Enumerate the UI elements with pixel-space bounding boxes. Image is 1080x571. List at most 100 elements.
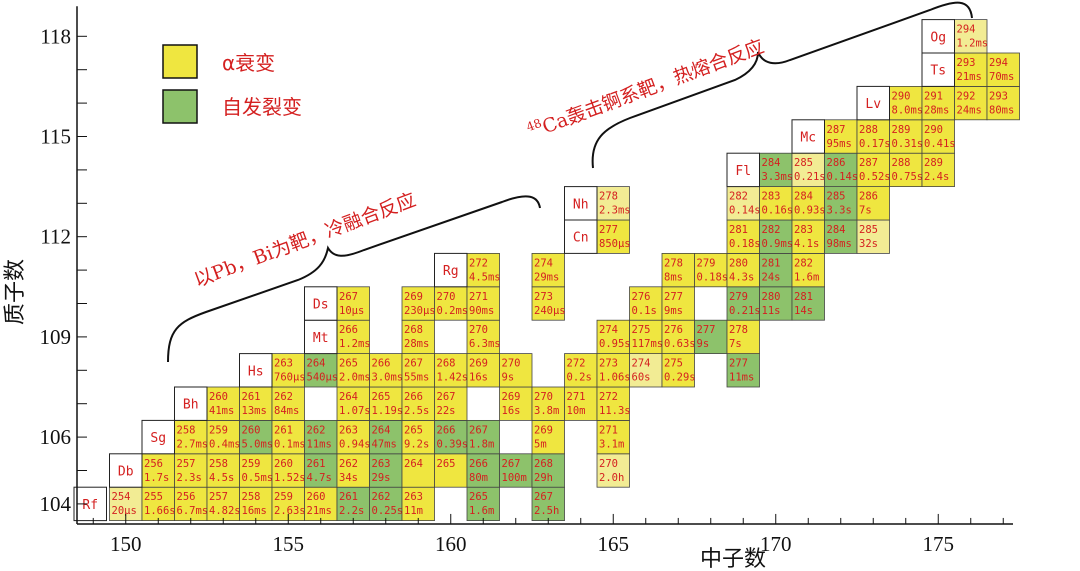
mass-number: 272: [599, 391, 618, 403]
symbol-label: Ts: [930, 64, 946, 79]
nuclide-cell-285-Z113: 285 3.3s: [824, 186, 858, 221]
half-life: 0.94s: [339, 438, 371, 450]
half-life: 80m: [469, 472, 488, 484]
mass-number: 267: [437, 391, 456, 403]
half-life: 29s: [372, 472, 391, 484]
mass-number: 257: [177, 458, 196, 470]
half-life: 2.3s: [177, 472, 202, 484]
half-life: 1.42s: [437, 372, 469, 384]
half-life: 21ms: [957, 71, 982, 83]
half-life: 8.0ms: [892, 104, 924, 116]
nuclide-cell-258-Z105: 258 4.5s: [206, 453, 240, 488]
half-life: 2.2s: [339, 505, 364, 517]
mass-number: 283: [762, 191, 781, 203]
y-tick-label: 104: [40, 492, 72, 516]
mass-number: 263: [339, 424, 358, 436]
half-life: 230μs: [404, 305, 436, 317]
mass-number: 267: [534, 491, 553, 503]
symbol-label: Lv: [865, 97, 881, 112]
nuclide-box: [889, 152, 923, 187]
mass-number: 260: [307, 491, 326, 503]
y-axis-title: 质子数: [3, 259, 28, 325]
nuclide-box: [531, 453, 565, 488]
mass-number: 260: [242, 424, 261, 436]
mass-number: 272: [469, 257, 488, 269]
half-life: 7s: [729, 338, 742, 350]
nuclide-cell-255-Z104: 255 1.66s: [141, 486, 176, 522]
element-symbol-rg: Rg: [434, 252, 468, 288]
nuclide-box: [726, 186, 760, 221]
x-axis-title: 中子数: [700, 547, 766, 571]
half-life: 0.95s: [599, 338, 631, 350]
half-life: 0.52s: [859, 171, 891, 183]
nuclide-cell-262-Z106: 262 11ms: [304, 419, 338, 455]
half-life: 117ms: [632, 338, 664, 350]
nuclide-cell-279-Z110: 279 0.21s: [726, 286, 761, 321]
nuclide-cell-293-Z117: 293 21ms: [954, 52, 988, 87]
nuclide-box: [759, 152, 793, 187]
x-tick-label: 160: [435, 532, 467, 556]
nuclide-box: [889, 86, 923, 121]
nuclide-cell-268-Z108: 268 1.42s: [434, 353, 469, 388]
symbol-box: [434, 252, 468, 288]
mass-number: 263: [404, 491, 423, 503]
half-life: 60s: [632, 372, 651, 384]
half-life: 1.6m: [794, 271, 819, 283]
half-life: 5m: [534, 438, 547, 450]
mass-number: 276: [664, 324, 683, 336]
nuclide-box: [824, 152, 858, 187]
nuclide-cell-267-Z110: 267 10μs: [336, 286, 370, 321]
nuclide-cell-258-Z106: 258 2.7ms: [174, 419, 208, 455]
symbol-label: Db: [118, 465, 134, 480]
x-tick-label: 150: [110, 532, 142, 556]
mass-number: 256: [144, 458, 163, 470]
mass-number: 258: [209, 458, 228, 470]
mass-number: 285: [794, 157, 813, 169]
element-symbol-ds: Ds: [304, 286, 338, 321]
mass-number: 293: [989, 90, 1008, 102]
element-symbol-db: Db: [109, 453, 143, 488]
symbol-box: [239, 353, 273, 388]
symbol-box: [791, 119, 825, 154]
symbol-label: Rg: [443, 264, 459, 279]
nuclide-cell-285-Z114: 285 0.21s: [791, 152, 826, 187]
nuclide-box: [336, 386, 370, 421]
nuclide-cell-276-Z110: 276 0.1s: [629, 286, 663, 321]
nuclide-cell-264-Z107: 264 1.07s: [336, 386, 371, 421]
mass-number: 285: [859, 224, 878, 236]
nuclide-cell-262-Z104: 262 0.25s: [369, 486, 403, 522]
half-life: 1.19s: [372, 405, 404, 417]
mass-number: 270: [469, 324, 488, 336]
nuclide-cell-260-Z106: 260 5.0ms: [239, 419, 273, 455]
half-life: 11ms: [729, 372, 754, 384]
mass-number: 279: [729, 291, 748, 303]
mass-number: 269: [502, 391, 521, 403]
mass-number: 290: [924, 124, 943, 136]
half-life: 14s: [794, 305, 813, 317]
nuclide-cell-271-Z110: 271 90ms: [466, 286, 500, 321]
nuclide-cell-277-Z112: 277 850μs: [596, 219, 631, 254]
mass-number: 270: [437, 291, 456, 303]
nuclide-cell-284-Z112: 284 98ms: [824, 219, 858, 254]
element-symbol-bh: Bh: [174, 386, 208, 421]
nuclide-box: [531, 486, 565, 522]
nuclide-cell-290-Z116: 290 8.0ms: [889, 86, 924, 121]
nuclide-cell-291-Z116: 291 28ms: [921, 86, 955, 121]
half-life: 0.16s: [762, 205, 794, 217]
mass-number: 258: [242, 491, 261, 503]
half-life: 0.18s: [729, 238, 761, 250]
mass-number: 264: [404, 458, 423, 470]
half-life: 1.07s: [339, 405, 371, 417]
mass-number: 287: [827, 124, 846, 136]
half-life: 3.3ms: [762, 171, 794, 183]
mass-number: 268: [437, 358, 456, 370]
nuclide-cell-266-Z106: 266 0.39s: [434, 419, 468, 455]
